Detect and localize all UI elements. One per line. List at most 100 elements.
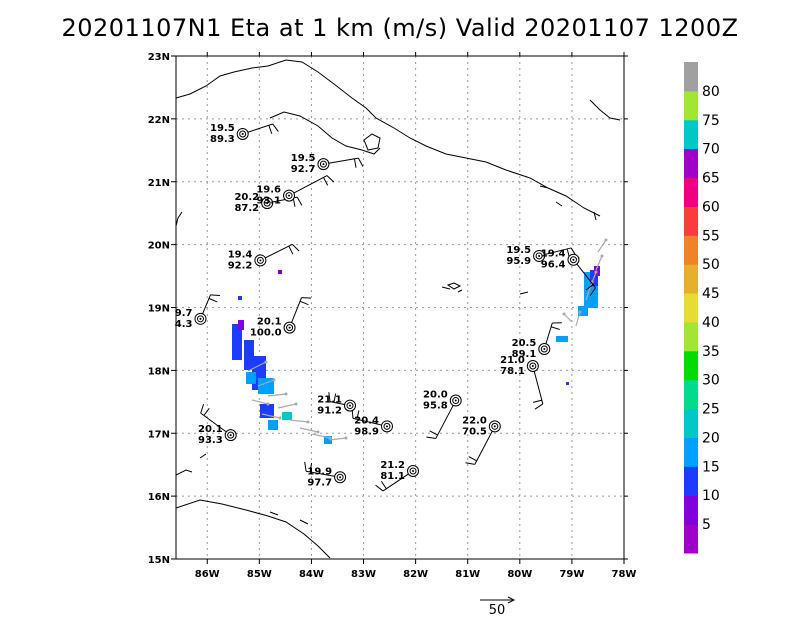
station-marker-dot xyxy=(322,163,325,166)
colorbar-segment xyxy=(684,466,698,496)
wind-patch xyxy=(244,340,254,370)
wind-vector-head xyxy=(266,402,270,406)
colorbar-label: 50 xyxy=(702,257,720,273)
wind-barb-feather xyxy=(299,300,309,306)
wind-vector xyxy=(289,419,309,423)
station-marker-ring xyxy=(346,402,354,410)
colorbar-segment xyxy=(684,524,698,554)
wind-barb xyxy=(474,426,496,465)
colorbar-segment xyxy=(684,293,698,323)
wind-barb-feather xyxy=(356,410,360,420)
cayman-small xyxy=(441,286,463,293)
lon-tick-label: 78W xyxy=(612,569,637,580)
wind-barb-feather xyxy=(426,436,436,440)
colorbar-label: 75 xyxy=(702,113,720,129)
colorbar-segment xyxy=(684,90,698,121)
station-marker-dot xyxy=(348,404,351,407)
mosquito-coast xyxy=(269,511,309,525)
wind-barb-feather xyxy=(589,287,596,296)
station-marker-ring xyxy=(452,397,460,405)
colorbar-segment xyxy=(684,177,698,207)
station-value-bottom: 93.3 xyxy=(198,435,223,446)
station-value-top: 20.5 xyxy=(512,338,537,349)
station-value-top: 21.1 xyxy=(317,395,342,406)
wind-vector xyxy=(249,361,267,371)
wind-vector xyxy=(251,399,269,405)
wind-barb-feather xyxy=(534,403,544,410)
station-marker-ring xyxy=(336,473,344,481)
wind-vector-head xyxy=(284,392,288,396)
colorbar-segment xyxy=(684,264,698,294)
wind-barb-feather xyxy=(468,456,477,462)
lon-tick-label: 79W xyxy=(559,569,584,580)
station-value-top: 20.0 xyxy=(423,390,448,401)
wind-shading xyxy=(232,266,600,444)
station-marker-dot xyxy=(493,425,496,428)
wind-vector xyxy=(575,311,581,327)
station-value-top: 20.1 xyxy=(257,317,282,328)
wind-vector xyxy=(595,255,603,271)
lon-tick-label: 83W xyxy=(351,569,376,580)
lon-tick-label: 80W xyxy=(507,569,532,580)
wind-barb-feather xyxy=(323,177,329,186)
wind-barb-feather xyxy=(326,175,335,183)
lat-tick-label: 17N xyxy=(148,429,170,440)
station-marker-dot xyxy=(241,132,244,135)
colorbar-label: 15 xyxy=(702,459,720,475)
station-value-top: 19.4 xyxy=(228,249,253,260)
colorbar-label: 40 xyxy=(702,315,720,331)
station-marker-dot xyxy=(385,425,388,428)
axis-ticks: 86W 85W 84W 83W 82W 81W 80W 79W 78W 15N 16N 17N 18N 1… xyxy=(148,52,637,580)
wind-vector xyxy=(563,313,573,323)
wind-vector-head xyxy=(344,436,348,440)
station-value-bottom: 95.8 xyxy=(423,401,448,412)
station-value-bottom: 98.9 xyxy=(354,426,379,437)
wind-barb-feather xyxy=(328,392,331,402)
station-value-top: 21.2 xyxy=(380,460,405,471)
lat-tick-label: 20N xyxy=(148,241,170,252)
station-value-bottom: 4.3 xyxy=(175,319,193,330)
east-islands xyxy=(519,185,597,295)
wind-patch xyxy=(324,436,332,444)
station-marker-dot xyxy=(259,259,262,262)
station-marker-ring xyxy=(491,422,499,430)
station-marker-dot xyxy=(454,399,457,402)
map-title: 20201107N1 Eta at 1 km (m/s) Valid 20201… xyxy=(61,14,739,42)
wind-barb-feather xyxy=(292,243,300,252)
colorbar-segment xyxy=(684,148,698,179)
lat-tick-label: 15N xyxy=(148,555,170,566)
colorbar-segment xyxy=(684,437,698,467)
lon-tick-label: 82W xyxy=(403,569,428,580)
wind-vector-head xyxy=(328,436,332,440)
wind-vector-head xyxy=(600,254,604,258)
station-marker-dot xyxy=(288,326,291,329)
colorbar-label: 5 xyxy=(702,517,711,533)
colorbar-label: 25 xyxy=(702,402,720,418)
station-value-top: 22.0 xyxy=(462,415,487,426)
isla-juventud xyxy=(363,133,381,151)
station-value-top: 20.2 xyxy=(234,192,259,203)
reference-vector-label: 50 xyxy=(489,603,506,618)
wind-barb-feather xyxy=(585,284,594,291)
wind-patch xyxy=(232,324,242,360)
wind-vector-head xyxy=(264,360,268,364)
station-value-bottom: 97.7 xyxy=(307,477,332,488)
wind-barb-feather xyxy=(208,298,218,303)
wind-barb-feather xyxy=(203,407,210,416)
station-marker-ring xyxy=(319,160,327,168)
colorbar: 5 10 15 20 25 30 35 40 45 50 55 60 65 70 75 80 xyxy=(684,62,720,554)
wind-vector xyxy=(277,403,297,409)
wind-vector xyxy=(329,437,347,441)
wind-vector xyxy=(267,393,287,397)
wind-barb xyxy=(288,175,328,197)
lat-tick-label: 16N xyxy=(148,492,170,503)
yucatan-coast xyxy=(176,211,183,227)
lon-tick-label: 81W xyxy=(455,569,480,580)
station-marker-ring xyxy=(569,256,577,264)
station-value-bottom: 81.1 xyxy=(380,471,405,482)
colorbar-segment xyxy=(684,62,698,92)
station-marker-ring xyxy=(263,199,271,207)
wind-barb xyxy=(200,412,231,436)
station-value-bottom: 92.2 xyxy=(228,260,253,271)
